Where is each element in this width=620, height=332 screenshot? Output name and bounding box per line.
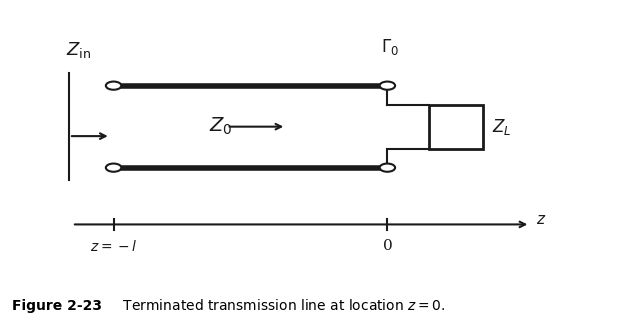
Circle shape: [379, 82, 395, 90]
Text: Figure 2-23: Figure 2-23: [12, 299, 102, 313]
Bar: [429, 105, 482, 149]
Text: $\Gamma_0$: $\Gamma_0$: [381, 37, 399, 57]
Circle shape: [106, 164, 122, 172]
Text: $Z_L$: $Z_L$: [492, 117, 511, 137]
Text: $Z_{\mathrm{in}}$: $Z_{\mathrm{in}}$: [66, 41, 91, 60]
Circle shape: [379, 164, 395, 172]
Text: Terminated transmission line at location $z = 0$.: Terminated transmission line at location…: [105, 298, 445, 313]
Text: $z = -l$: $z = -l$: [90, 239, 137, 254]
Text: 0: 0: [383, 239, 392, 253]
Text: $Z_0$: $Z_0$: [209, 116, 232, 137]
Circle shape: [106, 82, 122, 90]
Text: $z$: $z$: [536, 213, 546, 227]
